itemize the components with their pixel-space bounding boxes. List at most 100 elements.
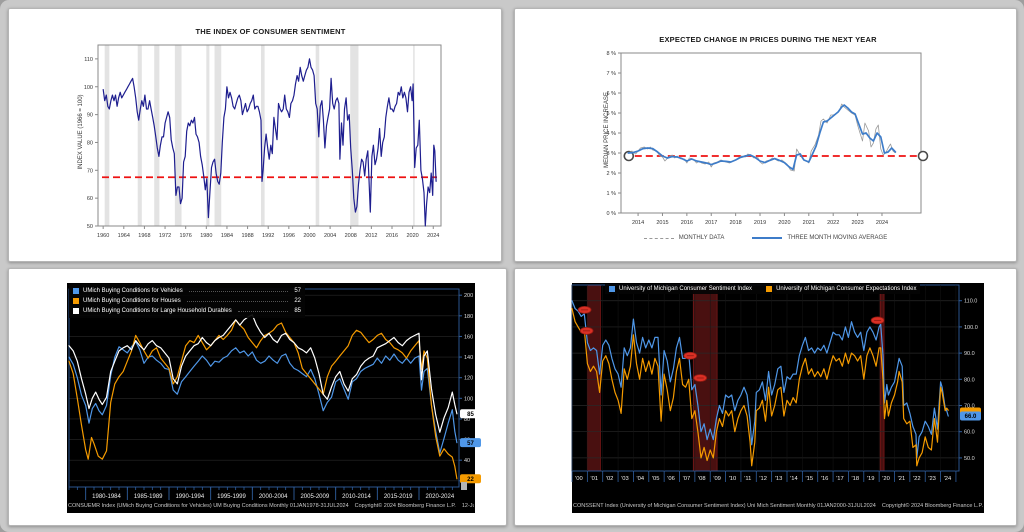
y-tick-label: 50.0 [964, 456, 975, 462]
recession-band [880, 285, 885, 471]
x-tick-label: 2008 [345, 233, 357, 239]
y-tick-label: 60.0 [964, 430, 975, 436]
x-axis-label: 1990-1994 [175, 494, 204, 500]
y-tick-label: 80 [87, 140, 93, 146]
legend-label-houses: UMich Buying Conditions for Houses [83, 298, 181, 304]
y-tick-label: 40 [464, 458, 470, 464]
statusbar-copyright: Copyright© 2024 Bloomberg Finance L.P. [881, 503, 983, 509]
x-tick-label: 2024 [427, 233, 439, 239]
recession-band [206, 45, 210, 226]
y-tick-label: 160 [464, 334, 473, 340]
leader-line [188, 290, 289, 292]
y-tick-label: 100 [84, 85, 93, 91]
legend-item-durables: UMich Buying Conditions for Large Househ… [73, 306, 301, 316]
last-value-badge [960, 411, 981, 421]
recession-band [174, 45, 182, 226]
y-tick-label: 100.0 [964, 325, 978, 331]
x-axis-label: '06 [667, 476, 675, 482]
sentiment-series-line [102, 58, 437, 227]
x-axis-label: '22 [913, 476, 921, 482]
x-tick-label: 1984 [221, 233, 233, 239]
price-expectations-title: EXPECTED CHANGE IN PRICES DURING THE NEX… [659, 35, 877, 44]
x-axis-label: '21 [898, 476, 906, 482]
last-value-badge-label: 22 [467, 477, 474, 483]
umich-indexes-statusbar: CONSSENT Index (University of Michigan C… [573, 503, 983, 509]
last-value-badge-label: 85 [467, 412, 474, 418]
x-axis-label: '17 [836, 476, 844, 482]
recession-band [214, 45, 222, 226]
x-axis-label: '01 [590, 476, 598, 482]
x-axis-label: '09 [713, 476, 721, 482]
x-axis-label: '02 [606, 476, 614, 482]
x-tick-label: 1972 [159, 233, 171, 239]
price-expectations-card: EXPECTED CHANGE IN PRICES DURING THE NEX… [514, 8, 1017, 262]
legend-item-houses: UMich Buying Conditions for Houses 22 [73, 296, 301, 306]
y-tick-label: 70 [87, 168, 93, 174]
moving-average-line [627, 104, 897, 171]
series-line-1 [571, 307, 949, 467]
y-tick-label: 100 [464, 396, 473, 402]
reference-endpoint-circle-left [623, 150, 635, 162]
durables-swatch-icon [73, 308, 79, 314]
series-line-2 [68, 314, 458, 433]
y-tick-label: 8 % [607, 51, 617, 57]
y-tick-label: 140 [464, 355, 473, 361]
y-tick-label: 180 [464, 314, 473, 320]
last-value-badge-label: 57 [467, 441, 474, 447]
x-axis-label: 2005-2009 [300, 494, 329, 500]
legend-label-moving-average: THREE MONTH MOVING AVERAGE [787, 235, 888, 241]
last-value-badge [460, 474, 481, 484]
y-tick-label: 4 % [607, 131, 617, 137]
x-axis-label: '20 [882, 476, 890, 482]
x-tick-label: 2019 [754, 220, 766, 226]
y-tick-label: 2 % [607, 171, 617, 177]
consumer-sentiment-card: THE INDEX OF CONSUMER SENTIMENT INDEX VA… [8, 8, 502, 262]
x-axis-label: '07 [683, 476, 691, 482]
recession-band [154, 45, 160, 226]
x-axis-label: 1985-1989 [134, 494, 163, 500]
x-tick-label: 2024 [876, 220, 888, 226]
consumer-sentiment-chart: 50 60 70 80 90 100 110 1960 1964 1968 1972 1976 1980… [84, 44, 442, 239]
umich-indexes-chart: 50.0 60.0 70.0 80.0 90.0 100.0 110.0 '00 '01 '02 '… [571, 283, 984, 513]
x-axis-label: '11 [744, 476, 751, 482]
x-tick-label: 2016 [386, 233, 398, 239]
axis-resize-handle [461, 482, 467, 490]
y-tick-label: 200 [464, 293, 473, 299]
legend-label-durables: UMich Buying Conditions for Large Househ… [83, 308, 232, 314]
plot-frame [620, 52, 922, 214]
statusbar-ticker-text: CONSUEMR Index (UMich Buying Conditions … [68, 503, 349, 509]
x-tick-label: 1992 [262, 233, 274, 239]
series-line-0 [571, 300, 949, 459]
buying-conditions-chart: 204060801001201401601802001980-19841985-… [67, 283, 481, 513]
consumer-sentiment-title: THE INDEX OF CONSUMER SENTIMENT [195, 27, 346, 36]
legend-item-expectations: University of Michigan Consumer Expectat… [766, 286, 916, 292]
legend-label-monthly: MONTHLY DATA [678, 235, 725, 241]
buying-conditions-legend: UMich Buying Conditions for Vehicles 57 … [69, 284, 305, 318]
y-tick-label: 50 [87, 224, 93, 230]
y-tick-label: 90.0 [964, 351, 975, 357]
x-tick-label: 1996 [283, 233, 295, 239]
x-axis-label: '08 [698, 476, 706, 482]
legend-item-vehicles: UMich Buying Conditions for Vehicles 57 [73, 286, 301, 296]
x-tick-label: 2022 [827, 220, 839, 226]
x-axis-label: '14 [790, 476, 798, 482]
recession-band [104, 45, 110, 226]
x-axis-label: '03 [621, 476, 629, 482]
y-tick-label: 60 [87, 196, 93, 202]
y-tick-label: 70.0 [964, 404, 975, 410]
x-tick-label: 1960 [97, 233, 109, 239]
umich-indexes-legend: University of Michigan Consumer Sentimen… [605, 284, 921, 294]
terminal-background [572, 283, 984, 513]
x-axis-label: '10 [729, 476, 737, 482]
y-tick-label: 80.0 [964, 377, 975, 383]
legend-item-monthly: MONTHLY DATA [643, 235, 725, 241]
buying-conditions-statusbar: CONSUEMR Index (UMich Buying Conditions … [68, 503, 474, 509]
buying-conditions-card: 204060801001201401601802001980-19841985-… [8, 268, 507, 526]
x-axis-label: 1995-1999 [217, 494, 246, 500]
x-tick-label: 2000 [303, 233, 315, 239]
vehicles-last-value: 57 [294, 288, 301, 294]
x-tick-label: 2016 [681, 220, 693, 226]
legend-label-sentiment: University of Michigan Consumer Sentimen… [619, 286, 753, 292]
expectations-swatch-icon [766, 286, 773, 292]
